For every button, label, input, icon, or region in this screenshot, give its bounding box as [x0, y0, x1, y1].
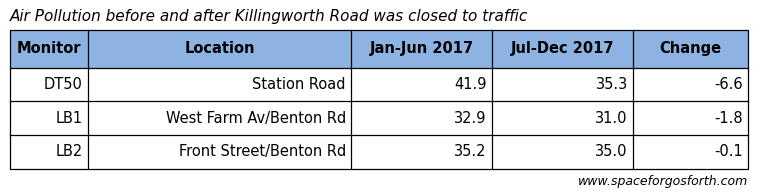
Text: Location: Location: [184, 41, 255, 56]
Text: 35.0: 35.0: [595, 145, 628, 159]
Text: DT50: DT50: [43, 77, 83, 92]
Text: Jan-Jun 2017: Jan-Jun 2017: [370, 41, 474, 56]
Text: -1.8: -1.8: [714, 111, 743, 126]
Text: Front Street/Benton Rd: Front Street/Benton Rd: [179, 145, 346, 159]
Text: Change: Change: [659, 41, 722, 56]
Text: -0.1: -0.1: [714, 145, 743, 159]
Text: 41.9: 41.9: [454, 77, 487, 92]
Text: LB1: LB1: [55, 111, 83, 126]
Text: Air Pollution before and after Killingworth Road was closed to traffic: Air Pollution before and after Killingwo…: [10, 9, 528, 24]
Text: 31.0: 31.0: [595, 111, 628, 126]
Text: 35.3: 35.3: [596, 77, 628, 92]
Text: Jul-Dec 2017: Jul-Dec 2017: [511, 41, 615, 56]
Text: West Farm Av/Benton Rd: West Farm Av/Benton Rd: [165, 111, 346, 126]
Bar: [10, 30, 748, 68]
Text: Station Road: Station Road: [252, 77, 346, 92]
Text: 35.2: 35.2: [454, 145, 487, 159]
Text: www.spaceforgosforth.com: www.spaceforgosforth.com: [578, 175, 748, 188]
Text: Monitor: Monitor: [17, 41, 81, 56]
Text: LB2: LB2: [55, 145, 83, 159]
Bar: [10, 30, 748, 169]
Text: 32.9: 32.9: [454, 111, 487, 126]
Text: -6.6: -6.6: [714, 77, 743, 92]
